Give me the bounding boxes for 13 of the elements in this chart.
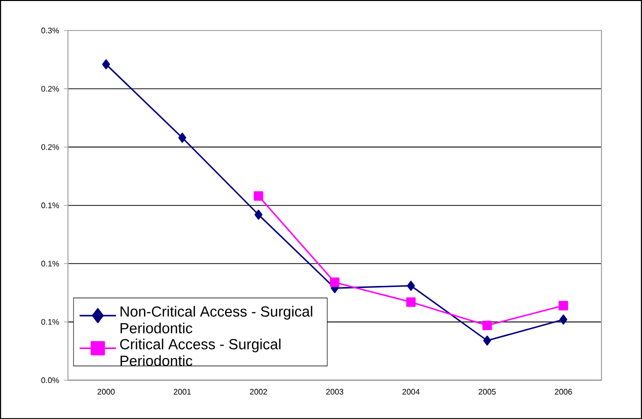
legend-label: Critical Access - Surgical Periodontic xyxy=(120,338,280,366)
point xyxy=(407,280,415,291)
point xyxy=(406,297,416,307)
legend-label: Non-Critical Access - Surgical Periodontic xyxy=(120,306,312,334)
point xyxy=(254,210,262,220)
point xyxy=(254,191,264,201)
point xyxy=(482,320,492,330)
point xyxy=(102,59,110,70)
point xyxy=(559,314,568,324)
point xyxy=(178,132,186,143)
point xyxy=(558,300,568,310)
point xyxy=(483,335,492,346)
point xyxy=(330,277,340,287)
